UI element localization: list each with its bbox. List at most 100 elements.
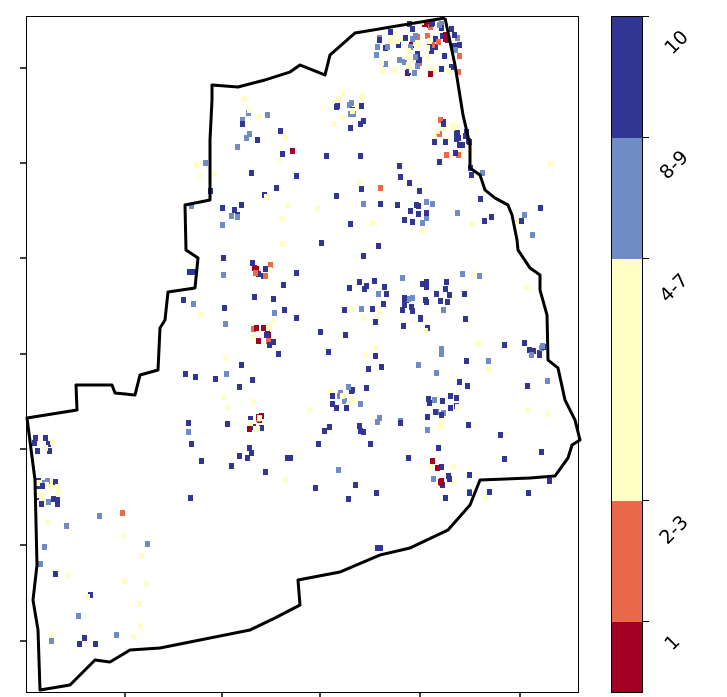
raster-cell <box>256 271 261 277</box>
raster-cell <box>413 54 418 60</box>
raster-cell <box>253 426 258 432</box>
raster-cell <box>245 455 250 461</box>
raster-cell <box>247 445 252 451</box>
raster-cell <box>211 171 216 177</box>
raster-cell <box>372 278 377 284</box>
raster-cell <box>290 148 295 154</box>
raster-cell <box>271 296 276 302</box>
raster-cell <box>318 329 323 335</box>
raster-cell <box>459 136 464 142</box>
raster-cell <box>46 499 51 505</box>
raster-cell <box>186 420 191 426</box>
raster-cell <box>443 139 448 145</box>
raster-cell <box>239 202 244 208</box>
raster-cell <box>433 409 438 415</box>
raster-cell <box>278 128 283 134</box>
raster-cell <box>444 152 449 158</box>
raster-cell <box>199 458 204 464</box>
raster-cell <box>406 296 411 302</box>
colorbar-tick-8-9 <box>643 137 649 138</box>
raster-cell <box>486 358 491 364</box>
raster-cell <box>406 62 411 68</box>
raster-cell <box>432 135 437 141</box>
raster-cell <box>65 572 70 578</box>
raster-cell <box>363 352 368 358</box>
region-boundary <box>25 16 582 692</box>
raster-cell <box>376 291 381 297</box>
raster-cell <box>525 383 530 389</box>
raster-cell <box>524 284 529 290</box>
raster-cell <box>540 343 545 349</box>
raster-cell <box>334 405 339 411</box>
raster-cell <box>469 172 474 178</box>
raster-cell <box>266 323 271 329</box>
raster-cell <box>224 371 229 377</box>
raster-cell <box>340 115 345 121</box>
raster-cell <box>181 297 186 303</box>
raster-cell <box>522 212 527 218</box>
raster-cell <box>396 42 401 48</box>
raster-cell <box>370 306 375 312</box>
colorbar-tick-2-3 <box>643 500 649 501</box>
raster-cell <box>478 196 483 202</box>
raster-cell <box>267 267 272 273</box>
raster-cell <box>191 269 196 275</box>
raster-cell <box>395 202 400 208</box>
raster-cell <box>342 398 347 404</box>
raster-cell <box>263 273 268 279</box>
raster-cell <box>247 426 252 432</box>
raster-cell <box>456 69 461 75</box>
raster-cell <box>455 404 460 410</box>
raster-cell <box>122 578 127 584</box>
raster-cell <box>373 353 378 359</box>
raster-cell <box>120 510 125 516</box>
raster-cell <box>266 338 271 344</box>
raster-cell <box>406 69 411 75</box>
raster-cell <box>263 469 268 475</box>
raster-cell <box>434 291 439 297</box>
raster-cell <box>50 439 55 445</box>
raster-cell <box>527 347 532 353</box>
raster-cell <box>424 210 429 216</box>
raster-cell <box>439 66 444 72</box>
raster-cell <box>451 464 456 470</box>
raster-cell <box>462 291 467 297</box>
raster-cell <box>366 366 371 372</box>
colorbar-tick-1 <box>643 621 649 622</box>
raster-cell <box>248 416 253 422</box>
raster-cell <box>466 422 471 428</box>
raster-cell <box>362 286 367 292</box>
raster-cell <box>443 126 448 132</box>
raster-cell <box>373 319 378 325</box>
raster-cell <box>343 332 348 338</box>
raster-cell <box>435 465 440 471</box>
raster-cell <box>326 349 331 355</box>
raster-cell <box>487 489 492 495</box>
raster-cell <box>349 305 354 311</box>
raster-cell <box>319 240 324 246</box>
raster-cell <box>381 301 386 307</box>
raster-cell <box>376 243 381 249</box>
raster-cell <box>45 520 50 526</box>
raster-cell <box>400 307 405 313</box>
raster-cell <box>427 38 432 44</box>
raster-cell <box>530 232 535 238</box>
raster-cell <box>439 346 444 352</box>
raster-cell <box>267 342 272 348</box>
raster-cell <box>414 39 419 45</box>
raster-cell <box>442 53 447 59</box>
raster-cell <box>360 93 365 99</box>
raster-cell <box>453 47 458 53</box>
raster-cell <box>281 282 286 288</box>
raster-cell <box>189 441 194 447</box>
raster-cell <box>32 440 37 446</box>
raster-cell <box>417 57 422 63</box>
raster-cell <box>380 68 385 74</box>
raster-cell <box>93 641 98 647</box>
raster-cell <box>328 388 333 394</box>
raster-cell <box>483 495 488 501</box>
raster-cell <box>537 350 542 356</box>
raster-cell <box>307 407 312 413</box>
raster-cell <box>447 292 452 298</box>
raster-cell <box>436 445 441 451</box>
